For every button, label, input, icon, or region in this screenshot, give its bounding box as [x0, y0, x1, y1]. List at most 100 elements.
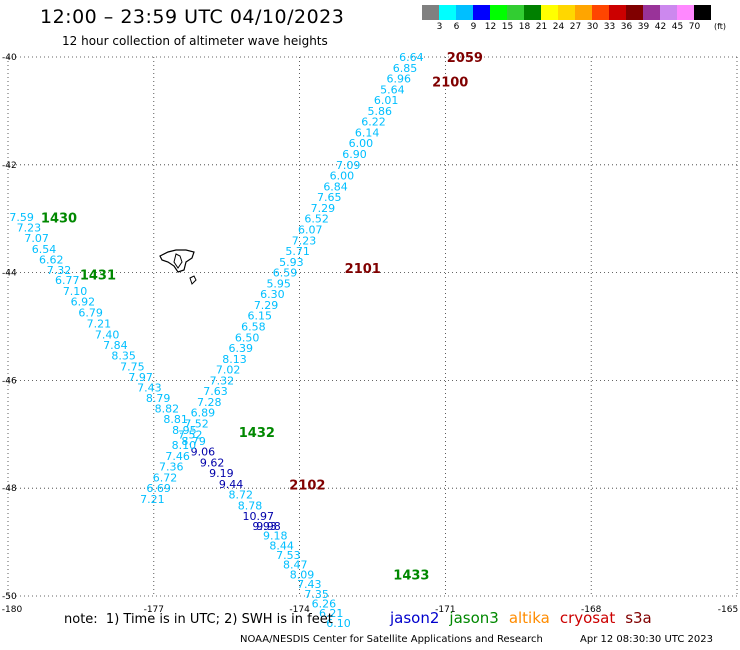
wave-height-point: 8.78	[238, 499, 263, 512]
wave-height-point: 6.84	[323, 180, 348, 193]
track-time-labels: 1430 1431 1432 1433 2059 2100 2101 2102	[41, 51, 483, 583]
scale-label: 15	[501, 22, 514, 32]
wave-height-point: 7.09	[336, 159, 361, 172]
wave-height-point: 6.58	[241, 321, 266, 334]
scale-swatch	[626, 5, 643, 20]
scale-swatch	[558, 5, 575, 20]
scale-swatch	[507, 5, 524, 20]
wave-height-point: 6.69	[146, 482, 171, 495]
x-tick-label: -171	[435, 605, 455, 615]
scale-swatch	[439, 5, 456, 20]
wave-height-point: 7.23	[292, 234, 317, 247]
satellite-legend: jason2 jason3 altika cryosat s3a	[390, 609, 662, 627]
chart-title: 12:00 – 23:59 UTC 04/10/2023	[40, 6, 345, 28]
wave-height-point: 7.63	[203, 385, 228, 398]
satellite-jason2: jason2	[390, 609, 440, 627]
wave-height-point: 8.10	[172, 439, 197, 452]
scale-swatch	[490, 5, 507, 20]
generation-timestamp: Apr 12 08:30:30 UTC 2023	[580, 634, 713, 645]
chart-subtitle: 12 hour collection of altimeter wave hei…	[62, 34, 328, 48]
wave-height-point: 8.81	[163, 413, 188, 426]
scale-label: 70	[688, 22, 701, 32]
wave-height-point: 6.79	[78, 306, 103, 319]
wave-height-point: 7.43	[137, 381, 162, 394]
wave-height-point: 6.89	[191, 407, 216, 420]
wave-height-point: 6.39	[229, 342, 254, 355]
scale-label: 45	[671, 22, 684, 32]
track-label-2100: 2100	[432, 75, 468, 90]
wave-height-point: 7.36	[159, 461, 184, 474]
wave-height-point: 9.62	[200, 456, 225, 469]
wave-height-point: 7.35	[304, 588, 329, 601]
scale-swatch	[643, 5, 660, 20]
wave-height-point: 7.29	[254, 299, 279, 312]
wave-height-point: 10.97	[243, 510, 275, 523]
y-tick-label: -50	[2, 592, 17, 602]
wave-height-point: 8.82	[155, 402, 180, 415]
satellite-jason3: jason3	[449, 609, 499, 627]
credit-line: NOAA/NESDIS Center for Satellite Applica…	[240, 634, 543, 645]
wave-height-point: 6.50	[235, 331, 260, 344]
y-tick-label: -42	[2, 161, 17, 171]
wave-height-point: 9.98	[256, 520, 281, 533]
footer-note: note: 1) Time is in UTC; 2) SWH is in fe…	[64, 612, 333, 627]
scale-swatch	[694, 5, 711, 20]
wave-height-point: 7.23	[17, 221, 42, 234]
x-tick-label: -168	[581, 605, 602, 615]
wave-height-point: 6.22	[361, 116, 386, 129]
wave-height-point: 6.14	[355, 126, 380, 139]
wave-height-point: 8.72	[229, 489, 254, 502]
wave-height-point: 6.10	[326, 617, 351, 630]
wave-height-point: 8.95	[172, 424, 197, 437]
scale-label: 12	[484, 22, 497, 32]
scale-label: 18	[518, 22, 531, 32]
wave-height-point: 6.21	[319, 607, 344, 620]
wave-height-point: 7.53	[276, 549, 301, 562]
x-tick-label: -174	[289, 605, 310, 615]
wave-height-point: 5.95	[266, 277, 291, 290]
wave-height-point: 9.93	[252, 520, 277, 533]
wave-height-point: 6.59	[273, 267, 298, 280]
wave-height-point: 6.96	[386, 73, 411, 86]
scale-swatch	[524, 5, 541, 20]
wave-height-point: 7.29	[311, 202, 336, 215]
scale-swatch	[422, 5, 439, 20]
y-tick-label: -40	[2, 53, 17, 63]
color-scale-labels: 3 6 9 12 15 18 21 24 27 30 33 36 39 42 45 70	[422, 22, 703, 34]
scale-label: 42	[654, 22, 667, 32]
wave-height-point: 6.07	[298, 223, 323, 236]
grid-lines	[7, 56, 738, 597]
scale-swatch	[473, 5, 490, 20]
track-label-2101: 2101	[345, 262, 381, 277]
scale-label: 9	[470, 22, 477, 32]
wave-height-point: 7.10	[63, 285, 88, 298]
y-tick-label: -44	[2, 269, 17, 279]
wave-height-point: 8.79	[146, 392, 171, 405]
wave-height-point: 7.46	[165, 450, 190, 463]
wave-height-point: 5.64	[380, 83, 405, 96]
scale-label: 24	[552, 22, 565, 32]
wave-height-point: 8.79	[181, 435, 206, 448]
satellite-s3a: s3a	[625, 609, 652, 627]
color-scale-unit: (ft)	[714, 22, 727, 31]
x-tick-label: -165	[718, 605, 738, 615]
wave-height-point: 7.02	[216, 364, 241, 377]
wave-height-point: 7.21	[140, 493, 165, 506]
track-label-2102: 2102	[289, 479, 325, 494]
scale-swatch	[541, 5, 558, 20]
wave-height-point: 9.18	[263, 530, 288, 543]
wave-height-point: 7.32	[210, 374, 235, 387]
wave-height-point: 6.90	[342, 148, 367, 161]
scale-swatch	[677, 5, 694, 20]
wave-height-point: 7.84	[103, 339, 128, 352]
scale-label: 27	[569, 22, 582, 32]
wave-height-point: 9.44	[219, 478, 244, 491]
wave-height-point: 8.47	[283, 559, 308, 572]
scale-label: 39	[637, 22, 650, 32]
scale-label: 6	[453, 22, 460, 32]
wave-height-point: 7.43	[297, 578, 322, 591]
wave-height-point: 7.65	[317, 191, 342, 204]
y-tick-label: -46	[2, 376, 17, 386]
satellite-altika: altika	[508, 609, 550, 627]
y-tick-label: -48	[2, 484, 17, 494]
